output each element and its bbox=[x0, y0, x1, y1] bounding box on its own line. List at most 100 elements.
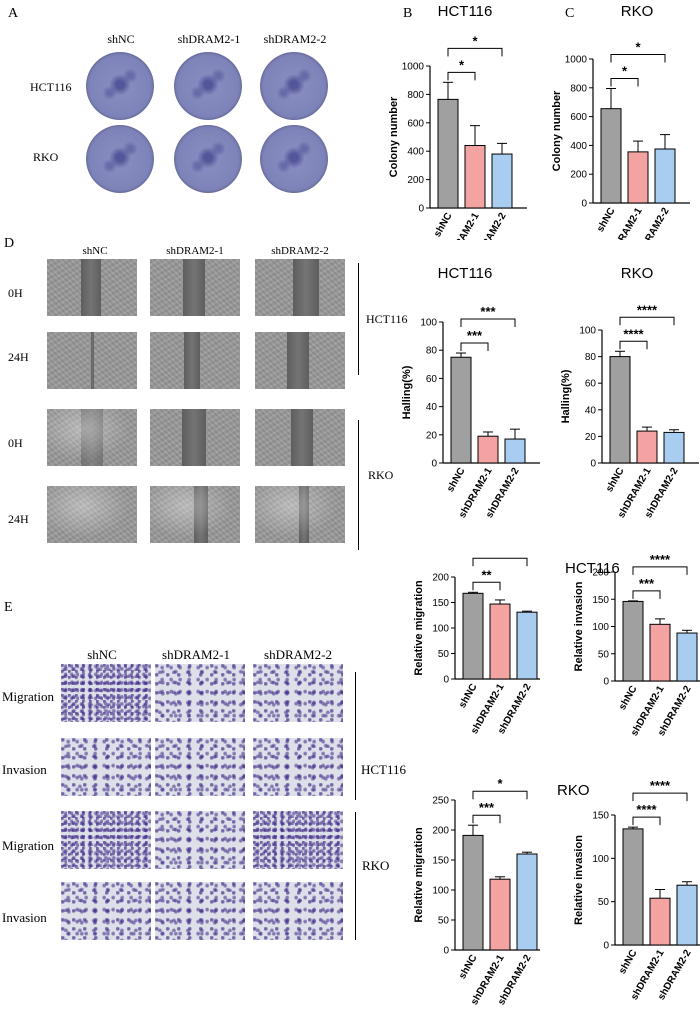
y-tick-label: 50 bbox=[598, 649, 610, 660]
y-tick-label: 400 bbox=[407, 147, 424, 158]
wound-image bbox=[255, 409, 345, 466]
bar-shdram2-1 bbox=[636, 430, 658, 464]
significance-label: *** bbox=[639, 576, 655, 591]
col-label-shnc: shNC bbox=[82, 245, 108, 257]
chart-title: RKO bbox=[557, 782, 590, 799]
significance-label: *** bbox=[467, 328, 483, 343]
significance-bracket bbox=[460, 342, 489, 352]
panel-label-c: C bbox=[565, 6, 575, 21]
x-tick-label: shNC bbox=[457, 953, 480, 981]
row-label-migration: Migration bbox=[2, 689, 54, 704]
chart-title: HCT116 bbox=[438, 3, 493, 20]
y-axis-label: Relative invasion bbox=[573, 835, 585, 925]
bar-shdram2-1 bbox=[649, 897, 671, 946]
wound-image bbox=[255, 259, 345, 316]
bar-shdram2-2 bbox=[676, 884, 698, 946]
y-tick-label: 50 bbox=[438, 916, 450, 927]
y-tick-label: 20 bbox=[426, 430, 438, 441]
y-tick-label: 0 bbox=[443, 675, 449, 686]
significance-bracket bbox=[610, 78, 639, 87]
wound-image bbox=[150, 409, 240, 466]
significance-label: * bbox=[635, 40, 641, 55]
significance-bracket bbox=[632, 816, 661, 826]
transwell-image bbox=[61, 664, 151, 722]
wound-image bbox=[47, 486, 137, 543]
row-label-0h: 0H bbox=[8, 286, 23, 300]
bar-shdram2-2 bbox=[491, 153, 513, 209]
y-tick-label: 150 bbox=[432, 856, 449, 867]
y-tick-label: 100 bbox=[592, 622, 609, 633]
y-tick-label: 600 bbox=[570, 112, 587, 123]
x-tick-label: shNC bbox=[604, 466, 627, 494]
wound-image bbox=[150, 332, 240, 389]
y-tick-label: 80 bbox=[426, 346, 438, 357]
y-axis-label: Relative invasion bbox=[573, 581, 585, 671]
y-tick-label: 0 bbox=[431, 459, 437, 470]
y-tick-label: 60 bbox=[426, 374, 438, 385]
bar-chart-migration-rko: Relative migration050100150200250shNCshD… bbox=[413, 776, 540, 1007]
colony-dish bbox=[174, 52, 242, 120]
col-label-shdram2-1: shDRAM2-1 bbox=[166, 245, 224, 257]
bar-chart-colony-hct116: HCT116 Colony number 0 200 400 600 800 1000 shNC… bbox=[388, 3, 527, 240]
y-tick-label: 100 bbox=[592, 854, 609, 865]
transwell-image bbox=[155, 738, 245, 796]
colony-dish bbox=[260, 125, 328, 193]
y-axis-label: Relative migration bbox=[413, 827, 425, 923]
y-tick-label: 800 bbox=[570, 83, 587, 94]
y-tick-label: 50 bbox=[598, 897, 610, 908]
bar-shdram2-1 bbox=[477, 435, 499, 464]
chart-title: HCT116 bbox=[438, 265, 493, 282]
significance-label: **** bbox=[636, 802, 657, 817]
bar-shnc bbox=[450, 356, 472, 464]
y-tick-label: 200 bbox=[432, 573, 449, 584]
significance-label: *** bbox=[480, 304, 496, 319]
group-label-hct116: HCT116 bbox=[366, 312, 408, 326]
panel-label-d: D bbox=[4, 236, 15, 251]
y-tick-label: 0 bbox=[603, 941, 609, 952]
row-label-migration: Migration bbox=[2, 838, 54, 853]
y-tick-label: 80 bbox=[585, 352, 597, 363]
row-label-hct116: HCT116 bbox=[30, 80, 72, 94]
significance-label: * bbox=[497, 776, 503, 791]
significance-bracket bbox=[632, 566, 688, 575]
wound-image bbox=[150, 259, 240, 316]
significance-bracket bbox=[447, 71, 476, 81]
significance-bracket bbox=[460, 318, 516, 328]
bar-shdram2-2 bbox=[504, 438, 526, 464]
y-tick-label: 0 bbox=[443, 946, 449, 957]
y-tick-label: 200 bbox=[432, 826, 449, 837]
significance-bracket bbox=[632, 590, 661, 599]
bar-shdram2-2 bbox=[516, 853, 538, 951]
col-label-shdram2-2: shDRAM2-2 bbox=[271, 245, 329, 257]
bar-shdram2-2 bbox=[676, 632, 698, 682]
chart-title: HCT116 bbox=[565, 560, 620, 577]
bar-shnc bbox=[437, 98, 459, 209]
bar-shdram2-1 bbox=[649, 623, 671, 682]
significance-bracket bbox=[472, 557, 528, 567]
bar-shdram2-1 bbox=[627, 151, 649, 204]
transwell-image bbox=[253, 664, 343, 722]
bar-shdram2-2 bbox=[663, 431, 685, 464]
y-tick-label: 0 bbox=[603, 677, 609, 688]
significance-bracket bbox=[610, 54, 666, 63]
x-tick-label: shNC bbox=[617, 948, 640, 976]
wound-image bbox=[150, 486, 240, 543]
x-tick-label: shNC bbox=[617, 684, 640, 712]
significance-label: ** bbox=[481, 567, 492, 582]
y-tick-label: 100 bbox=[432, 886, 449, 897]
significance-bracket bbox=[472, 814, 501, 824]
y-tick-label: 1000 bbox=[565, 55, 588, 66]
y-tick-label: 1000 bbox=[402, 62, 425, 73]
significance-label: *** bbox=[479, 800, 495, 815]
colony-dish bbox=[260, 52, 328, 120]
y-tick-label: 0 bbox=[581, 199, 587, 210]
colony-dish bbox=[86, 52, 154, 120]
y-tick-label: 0 bbox=[590, 459, 596, 470]
x-tick-label: shNC bbox=[445, 466, 468, 494]
y-tick-label: 200 bbox=[570, 170, 587, 181]
transwell-image bbox=[253, 811, 343, 869]
chart-title: RKO bbox=[621, 265, 654, 282]
y-tick-label: 600 bbox=[407, 118, 424, 129]
